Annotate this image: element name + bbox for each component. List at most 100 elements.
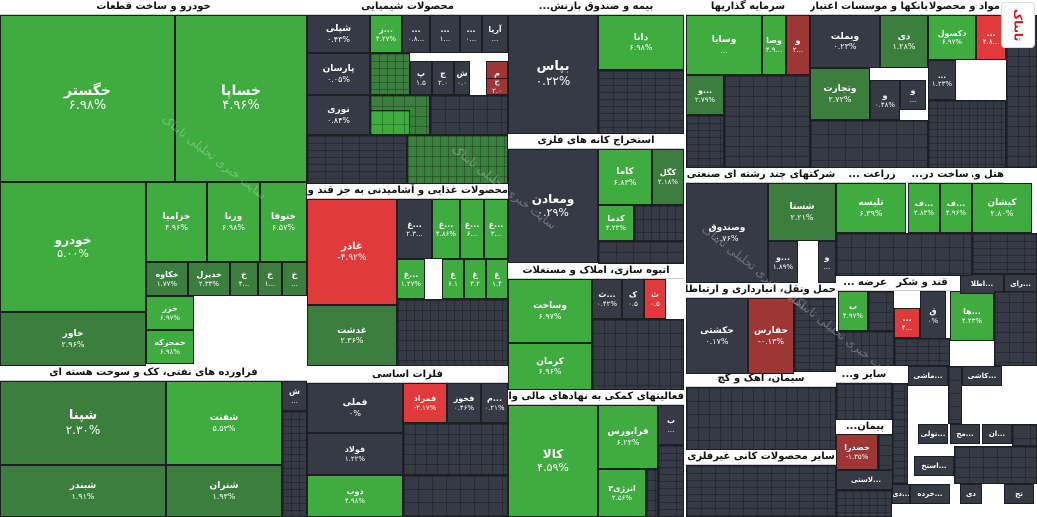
tile-basemetal-g4[interactable]: م... ۰.۲۱%	[481, 383, 508, 423]
tile-tiny-y7[interactable]: مح...	[950, 424, 980, 444]
tile-refine-o3[interactable]: ش...	[282, 381, 307, 411]
tile-mass-n5[interactable]: کرمان ۶.۹۶%	[508, 343, 592, 390]
tile-fin-h3[interactable]: ب...	[658, 405, 684, 445]
tile-metal-m4[interactable]: کدما ۴.۲۳%	[598, 205, 634, 241]
tile-unlabeled[interactable]	[430, 95, 508, 135]
tile-unlabeled[interactable]	[370, 53, 410, 95]
tile-agri-a2[interactable]: ف... ۲.۸۳%	[908, 183, 940, 233]
tile-food-f9[interactable]: غ ۳.۲	[464, 259, 486, 299]
tile-auto-t9[interactable]: خ ۴...	[230, 262, 258, 296]
tile-chem-c2[interactable]: ز... ۴.۲۷%	[370, 15, 402, 53]
tile-auto-t7[interactable]: خکاوه ۱.۷۷%	[146, 262, 188, 296]
tile-food-f7[interactable]: غ... ۱.۲۷%	[397, 259, 425, 299]
tile-food-f1[interactable]: غاذر -۴.۹۲%	[307, 199, 397, 305]
tile-unlabeled[interactable]	[397, 299, 508, 366]
tile-auto-t10[interactable]: خ ۱...	[258, 262, 282, 296]
tile-fin-h4[interactable]: انرژی۳ ۲.۵۶%	[598, 469, 646, 517]
tile-bank-b4[interactable]: و ۰.۴۸%	[870, 80, 900, 120]
tile-food-f2[interactable]: غ... ۲.۳...	[397, 199, 432, 259]
tile-tiny-y11[interactable]: خرده...	[910, 484, 950, 504]
tile-unlabeled[interactable]	[972, 233, 1037, 274]
tile-auto-t8[interactable]: خدیزل ۲.۳۳%	[188, 262, 230, 296]
tile-food-f5[interactable]: غ... ۳...	[484, 199, 508, 259]
tile-unlabeled[interactable]	[836, 233, 972, 276]
tile-unlabeled[interactable]	[868, 291, 894, 331]
tile-mass-n2[interactable]: ث... ۰.۴۲%	[592, 279, 622, 319]
tile-multi-u2[interactable]: وصندوق ۰.۷۶%	[686, 183, 768, 283]
tile-fin-h2[interactable]: فرابورس ۶.۲۲%	[598, 405, 658, 469]
tile-refine-o2[interactable]: شفنت ۵.۵۳%	[166, 381, 282, 465]
tile-unlabeled[interactable]	[282, 411, 307, 517]
tile-unlabeled[interactable]	[403, 423, 508, 475]
tile-transport-r2[interactable]: حفارس -۰.۱۳%	[748, 298, 794, 374]
tile-tiny-y6[interactable]: ان...	[982, 424, 1012, 444]
tile-unlabeled[interactable]	[892, 383, 908, 484]
tile-auto-t5[interactable]: ورنا ۶.۹۸%	[207, 182, 260, 262]
tile-tiny-y13[interactable]: دی	[960, 484, 982, 504]
tile-unlabeled[interactable]	[686, 387, 836, 450]
tile-unlabeled[interactable]	[592, 319, 684, 390]
tile-unlabeled[interactable]	[928, 100, 1006, 168]
tile-unlabeled[interactable]	[403, 475, 508, 517]
tile-unlabeled[interactable]	[836, 383, 892, 420]
tile-unlabeled[interactable]	[646, 469, 658, 517]
tile-agri-a3[interactable]: ف... ۴.۹۶%	[940, 183, 972, 233]
tile-inv-i3[interactable]: و ۲...	[786, 15, 810, 75]
tile-auto-t1[interactable]: خگستر ۶.۹۸%	[0, 15, 175, 182]
tile-auto-t14[interactable]: خاور ۲.۹۶%	[0, 312, 146, 366]
tile-auto-t2[interactable]: خساپا ۴.۹۶%	[175, 15, 307, 182]
tile-basemetal-g2[interactable]: فمراد -۳.۱۷%	[403, 383, 447, 423]
tile-food-f10[interactable]: غ ۱.۴	[486, 259, 508, 299]
tile-chem-c6[interactable]: آریا...	[482, 15, 508, 53]
tile-tiny-y9[interactable]: استخ...	[914, 456, 954, 476]
tile-food-f8[interactable]: غ ۶.۱	[442, 259, 464, 299]
tile-unlabeled[interactable]	[994, 291, 1037, 366]
tile-food-f3[interactable]: غ... ۴.۸۶%	[432, 199, 460, 259]
tile-refine-o1[interactable]: شپنا ۲.۳۰%	[0, 381, 166, 465]
tile-etf-e1[interactable]: بپاس ۰.۲۲%	[508, 15, 598, 134]
tile-tiny-y4[interactable]: کاشی...	[962, 366, 1002, 386]
tile-food-f6[interactable]: غدشت ۲.۳۶%	[307, 305, 397, 366]
tile-bank-b1[interactable]: وبملت ۰.۲۳%	[810, 15, 880, 68]
tile-chem-c9[interactable]: ج ۲.۰	[432, 61, 454, 95]
tile-chem-c12[interactable]: ح ۲.۰	[486, 78, 508, 95]
tile-agri-a1[interactable]: تلیسه ۶.۳۹%	[836, 183, 906, 233]
tile-inv-i1[interactable]: وسایا...	[686, 15, 762, 75]
tile-unlabeled[interactable]	[1012, 424, 1037, 446]
tile-auto-t12[interactable]: خزر ۶.۹۷%	[146, 296, 194, 330]
tile-build-s1[interactable]: کیشان ۲.۸۰%	[972, 183, 1032, 233]
tile-mass-n4[interactable]: ث ۰.۵	[644, 279, 666, 319]
tile-food-f4[interactable]: غ... ۶...	[460, 199, 484, 259]
tile-refine-o4[interactable]: شبندر ۱.۹۱%	[0, 465, 166, 517]
tile-chem-c8[interactable]: پ ۱.۵	[410, 61, 432, 95]
tile-unlabeled[interactable]	[954, 446, 1037, 484]
tile-transport-r1[interactable]: حکشتی ۰.۱۷%	[686, 298, 748, 374]
tile-unlabeled[interactable]	[598, 241, 684, 264]
tile-inv-i4[interactable]: و... ۲.۷۹%	[686, 75, 724, 115]
tile-unlabeled[interactable]	[836, 331, 894, 366]
tile-mass-n3[interactable]: ک ۰.۵	[622, 279, 644, 319]
tile-bank-b3[interactable]: وتجارت ۲.۷۲%	[810, 68, 870, 120]
tile-multi-u3[interactable]: و... ۱.۸۹%	[768, 241, 798, 283]
tile-mass-n1[interactable]: وساخت ۶.۹۷%	[508, 279, 592, 343]
tile-auto-t4[interactable]: خزامیا ۴.۹۶%	[146, 182, 207, 262]
tile-unlabeled[interactable]	[894, 338, 950, 366]
tile-unlabeled[interactable]	[686, 115, 724, 168]
tile-sugar-q3[interactable]: ق ۰%	[920, 291, 946, 341]
tile-basemetal-g3[interactable]: فخوز ۰.۴۶%	[447, 383, 481, 423]
tile-tiny-y10[interactable]: لاستی...	[836, 470, 896, 490]
tile-unlabeled[interactable]	[598, 70, 684, 134]
tile-basemetal-g6[interactable]: ذوب ۴.۹۸%	[307, 475, 403, 517]
tile-metal-m2[interactable]: کاما ۶.۸۳%	[598, 149, 652, 205]
tile-multi-u4[interactable]: و...	[818, 241, 836, 283]
tile-metal-m3[interactable]: کگل ۲.۱۸%	[652, 149, 684, 205]
tile-metal-m1[interactable]: ومعادن ۰.۲۹%	[508, 149, 598, 263]
tile-unlabeled[interactable]	[370, 110, 410, 135]
tile-unlabeled[interactable]	[686, 465, 836, 517]
tile-auto-t13[interactable]: خمحرکه ۶.۹۸%	[146, 330, 194, 364]
tile-sugar-q1[interactable]: ب ۴.۹۷%	[838, 291, 868, 331]
tile-pharma-p1[interactable]: دکسول ۶.۹۷%	[928, 15, 976, 60]
tile-basemetal-g1[interactable]: فملی ۰%	[307, 383, 403, 433]
tile-tiny-y8[interactable]: تولی...	[918, 424, 948, 444]
tile-unlabeled[interactable]	[836, 490, 892, 517]
